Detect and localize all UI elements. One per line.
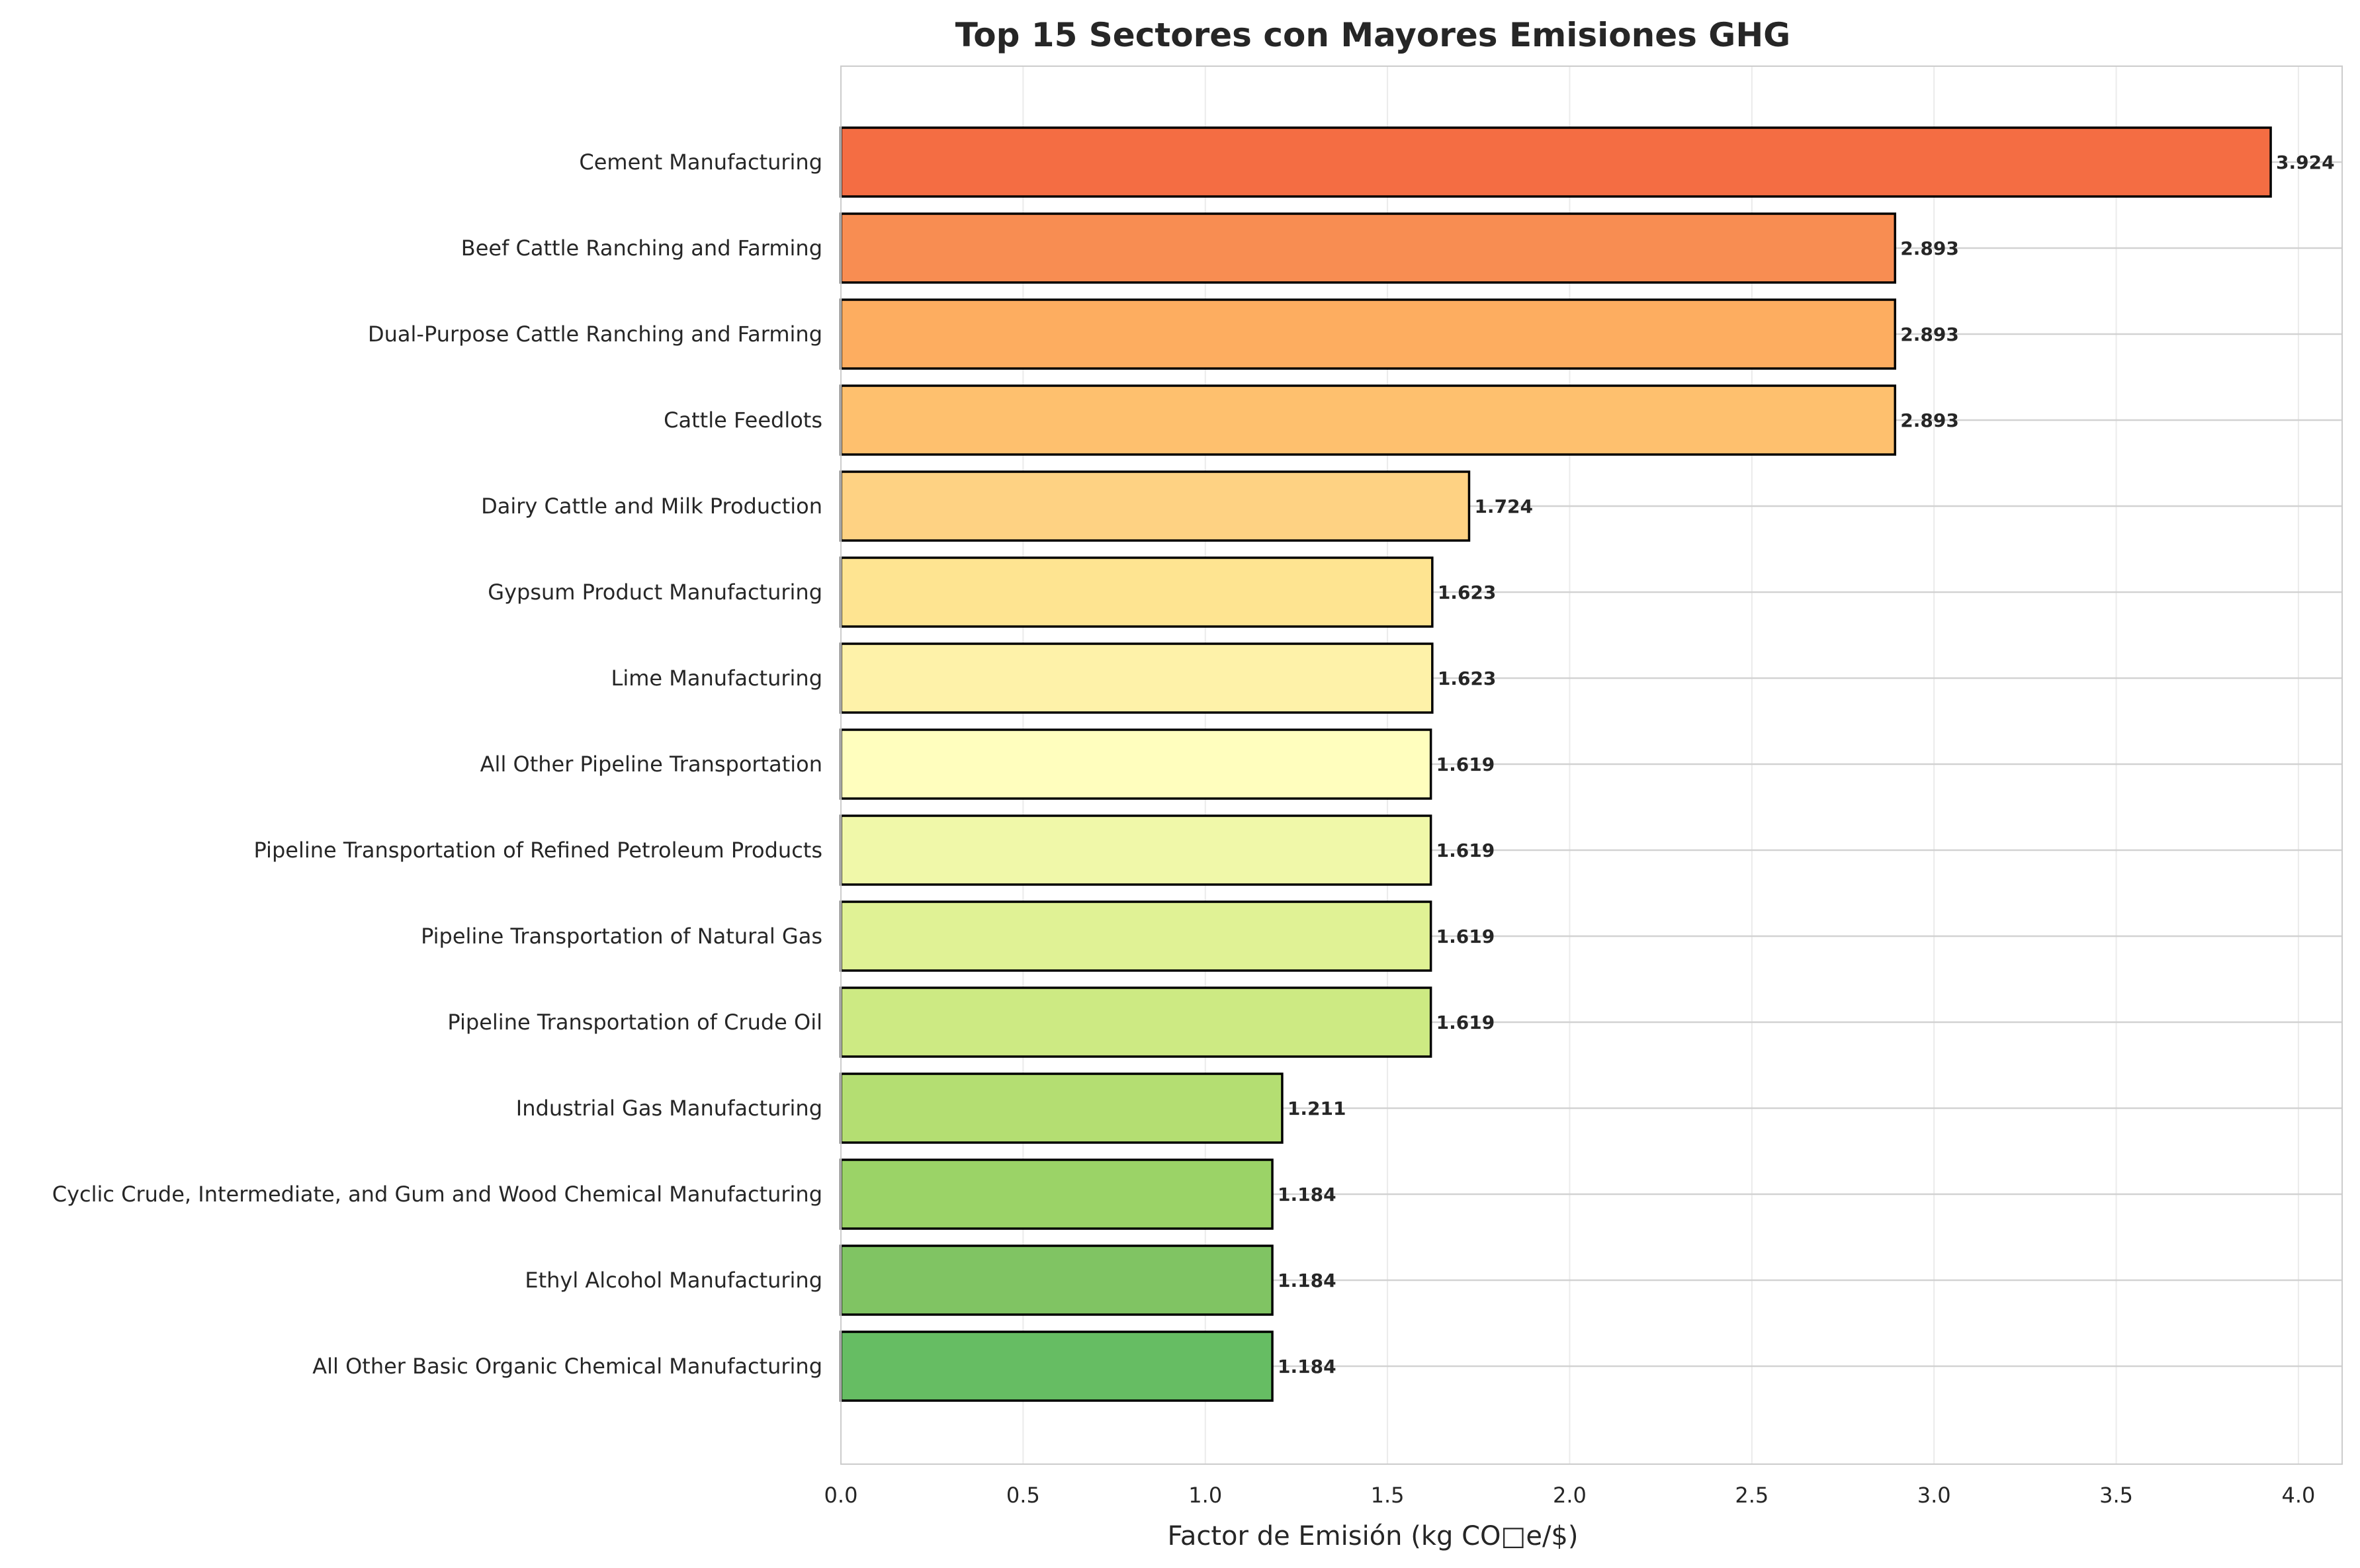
x-tick-label: 1.0 — [1188, 1483, 1222, 1508]
value-label: 2.893 — [1900, 410, 1959, 431]
x-tick-labels: 0.0 0.5 1.0 1.5 2.0 2.5 3.0 3.5 4.0 — [824, 1483, 2316, 1508]
bar — [840, 814, 1432, 886]
chart-title: Top 15 Sectores con Mayores Emisiones GH… — [955, 16, 1790, 54]
bar — [840, 986, 1432, 1058]
bar — [840, 1158, 1274, 1230]
value-label: 1.623 — [1438, 668, 1497, 689]
category-label: Pipeline Transportation of Crude Oil — [447, 1010, 822, 1035]
value-label: 2.893 — [1900, 238, 1959, 259]
x-tick-label: 2.0 — [1553, 1483, 1587, 1508]
value-label: 2.893 — [1900, 324, 1959, 345]
x-tick-label: 0.5 — [1006, 1483, 1040, 1508]
x-tick-label: 0.0 — [824, 1483, 858, 1508]
category-label: Cyclic Crude, Intermediate, and Gum and … — [52, 1182, 822, 1207]
bar — [840, 642, 1434, 714]
category-label: Ethyl Alcohol Manufacturing — [525, 1268, 822, 1293]
value-label: 1.619 — [1436, 754, 1495, 775]
bar — [840, 900, 1432, 972]
category-label: Dual-Purpose Cattle Ranching and Farming — [368, 322, 822, 347]
category-label: Cattle Feedlots — [664, 408, 822, 433]
bar — [840, 1072, 1284, 1144]
bar — [840, 470, 1471, 542]
category-label: Pipeline Transportation of Refined Petro… — [253, 838, 822, 863]
bar — [840, 1244, 1274, 1316]
value-label: 1.184 — [1278, 1270, 1336, 1291]
category-label: Beef Cattle Ranching and Farming — [461, 236, 822, 261]
value-label: 1.184 — [1278, 1184, 1336, 1205]
category-label: All Other Pipeline Transportation — [480, 752, 822, 777]
category-label: All Other Basic Organic Chemical Manufac… — [312, 1354, 822, 1379]
value-label: 1.619 — [1436, 1012, 1495, 1033]
value-label: 1.619 — [1436, 926, 1495, 947]
value-label: 1.623 — [1438, 582, 1497, 603]
value-label: 1.184 — [1278, 1356, 1336, 1377]
bar — [840, 212, 1897, 284]
bar — [840, 1330, 1274, 1402]
x-tick-label: 3.0 — [1917, 1483, 1951, 1508]
bars — [840, 126, 2272, 1402]
bar — [840, 556, 1434, 628]
x-tick-label: 2.5 — [1735, 1483, 1769, 1508]
bar — [840, 126, 2272, 198]
value-labels: 3.924 2.893 2.893 2.893 1.724 1.623 1.623 1.619… — [1278, 152, 2335, 1377]
category-label: Gypsum Product Manufacturing — [488, 580, 822, 605]
value-label: 1.211 — [1288, 1098, 1346, 1119]
value-label: 1.619 — [1436, 840, 1495, 861]
bar — [840, 728, 1432, 800]
category-label: Dairy Cattle and Milk Production — [481, 494, 822, 519]
x-tick-label: 3.5 — [2099, 1483, 2133, 1508]
bar — [840, 384, 1897, 456]
category-label: Industrial Gas Manufacturing — [516, 1096, 822, 1121]
value-label: 1.724 — [1474, 496, 1533, 517]
plot-frame — [840, 65, 2343, 1465]
category-labels: Cement Manufacturing Beef Cattle Ranching… — [52, 150, 822, 1379]
bar — [840, 298, 1897, 370]
value-label: 3.924 — [2276, 152, 2335, 173]
x-tick-label: 4.0 — [2281, 1483, 2315, 1508]
x-tick-label: 1.5 — [1371, 1483, 1405, 1508]
category-label: Lime Manufacturing — [611, 666, 822, 691]
category-label: Cement Manufacturing — [579, 150, 822, 175]
x-axis-label: Factor de Emisión (kg CO□e/$) — [1168, 1521, 1579, 1551]
category-label: Pipeline Transportation of Natural Gas — [421, 924, 822, 949]
